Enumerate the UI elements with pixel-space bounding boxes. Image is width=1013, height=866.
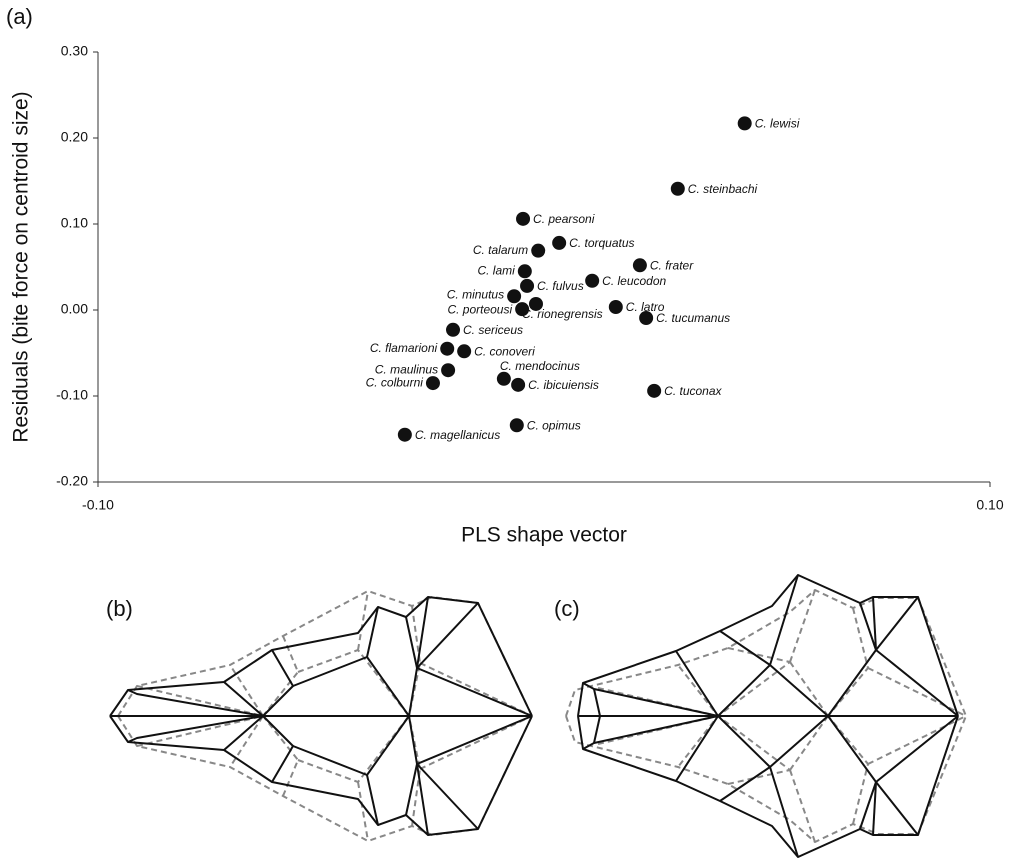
wireframe-c-mirror	[566, 716, 966, 857]
point	[398, 428, 412, 442]
point	[609, 300, 623, 314]
x-tick-label: -0.10	[82, 497, 114, 513]
point-label: C. frater	[650, 258, 694, 272]
edge	[128, 682, 263, 716]
edge	[770, 665, 828, 716]
point	[671, 182, 685, 196]
figure: (a) (b) (c) PLS shape vector Residuals (…	[0, 0, 1013, 866]
point-label: C. opimus	[527, 418, 581, 432]
edge	[137, 665, 263, 716]
wireframe-c	[566, 575, 966, 716]
point	[585, 274, 599, 288]
point-label: C. tuconax	[664, 384, 722, 398]
wireframe-solid	[578, 575, 958, 716]
point-label: C. rionegrensis	[522, 307, 603, 321]
point-label: C. pearsoni	[533, 212, 595, 226]
point-label: C. minutus	[447, 287, 504, 301]
point-label: C. leucodon	[602, 274, 666, 288]
point-label: C. torquatus	[569, 236, 634, 250]
y-tick-label: 0.10	[61, 215, 88, 231]
point-label: C. colburni	[366, 375, 424, 389]
y-tick-label: 0.00	[61, 301, 88, 317]
point	[446, 323, 460, 337]
point-label: C. ibicuiensis	[528, 378, 599, 392]
edge	[876, 597, 918, 650]
edge	[828, 608, 868, 716]
point	[738, 116, 752, 130]
point-label: C. talarum	[473, 243, 528, 257]
panel-label: (a)	[6, 4, 33, 29]
point	[426, 376, 440, 390]
wireframe-b-mirror	[110, 716, 532, 841]
edge	[406, 617, 417, 716]
point	[518, 264, 532, 278]
point-label: C. fulvus	[537, 279, 584, 293]
point	[647, 384, 661, 398]
point-label: C. tucumanus	[656, 311, 730, 325]
y-axis-title: Residuals (bite force on centroid size)	[10, 91, 33, 442]
point-label: C. mendocinus	[500, 359, 580, 373]
point	[516, 212, 530, 226]
x-axis-title: PLS shape vector	[461, 524, 627, 547]
point	[507, 289, 521, 303]
y-tick-label: 0.20	[61, 129, 88, 145]
x-tick-label: 0.10	[976, 497, 1003, 513]
edge	[828, 603, 876, 716]
edge	[293, 657, 409, 716]
y-tick-label: 0.30	[61, 43, 88, 59]
point	[497, 372, 511, 386]
point	[440, 342, 454, 356]
point	[510, 418, 524, 432]
point-label: C. lewisi	[755, 117, 800, 131]
point-label: C. porteousi	[447, 302, 512, 316]
outline	[578, 575, 958, 716]
edge	[868, 668, 966, 716]
point-label: C. magellanicus	[415, 428, 500, 442]
edge	[594, 689, 600, 716]
point	[515, 302, 529, 316]
panel-label: (c)	[554, 596, 580, 621]
point	[511, 378, 525, 392]
point-label: C. maulinus	[375, 362, 438, 376]
point-label: C. flamarioni	[370, 341, 438, 355]
point	[552, 236, 566, 250]
point-label: C. sericeus	[463, 323, 523, 337]
point-label: C. steinbachi	[688, 182, 758, 196]
point	[520, 279, 534, 293]
point	[633, 258, 647, 272]
point	[457, 344, 471, 358]
edge	[876, 650, 958, 716]
point	[639, 311, 653, 325]
edge	[790, 662, 828, 716]
y-tick-label: -0.10	[56, 387, 88, 403]
edge	[718, 631, 770, 716]
point	[441, 363, 455, 377]
panel-label: (b)	[106, 596, 133, 621]
wireframe-b	[110, 591, 532, 716]
point-label: C. conoveri	[474, 344, 535, 358]
edge	[417, 668, 532, 716]
point	[531, 244, 545, 258]
point-label: C. lami	[477, 263, 515, 277]
y-tick-label: -0.20	[56, 473, 88, 489]
wireframe-dashed	[118, 591, 532, 716]
edge	[298, 650, 409, 716]
